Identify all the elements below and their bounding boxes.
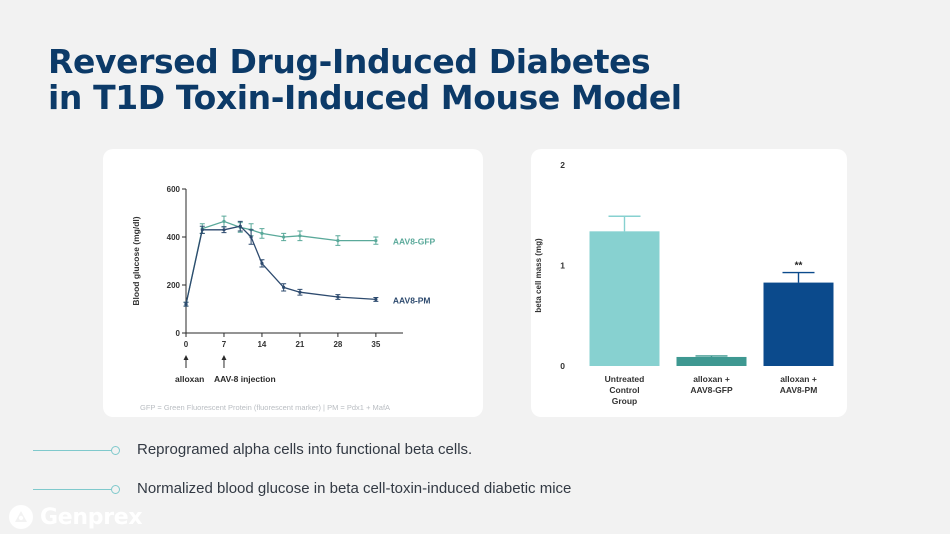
data-point <box>282 285 286 289</box>
brand-logo: Genprex <box>6 503 146 531</box>
y-tick-label: 1 <box>560 261 565 271</box>
bullet-line <box>33 489 113 490</box>
bullet-item: Reprogramed alpha cells into functional … <box>0 441 620 461</box>
data-point <box>200 228 204 232</box>
y-tick-label: 200 <box>167 281 181 290</box>
bullet-line <box>33 450 113 451</box>
x-tick-label: 0 <box>184 340 189 349</box>
category-label: Control <box>609 385 639 395</box>
bar-2 <box>676 356 747 366</box>
series-line-2 <box>185 225 376 305</box>
y-tick-label: 0 <box>560 361 565 371</box>
category-label: Untreated <box>605 374 645 384</box>
data-point <box>222 228 226 232</box>
annotation-arrow-head <box>183 355 189 360</box>
y-tick-label: 2 <box>560 160 565 170</box>
y-axis-label: beta cell mass (mg) <box>534 238 543 313</box>
logo-mark-icon <box>9 505 33 529</box>
x-tick-label: 14 <box>257 340 266 349</box>
brand-name: Genprex <box>40 505 143 530</box>
annotation-arrow-head <box>221 355 227 360</box>
blood-glucose-line-chart: 0 200 400 600 0 7 14 21 28 35 Blood glucose (mg/dl… <box>131 185 436 412</box>
beta-cell-chart-card: 0 1 2 beta cell mass (mg) Untreated Control Gr… <box>531 149 847 417</box>
glucose-chart-card: 0 200 400 600 0 7 14 21 28 35 Blood glucose (mg/dl… <box>103 149 483 417</box>
chart-footnote: GFP = Green Fluorescent Protein (fluores… <box>140 403 390 412</box>
bar-3 <box>763 282 834 366</box>
category-label: Group <box>612 396 638 406</box>
annotation-label: alloxan <box>175 374 204 384</box>
bullet-item: Normalized blood glucose in beta cell-to… <box>0 480 620 500</box>
y-tick-label: 0 <box>176 329 181 338</box>
x-tick-label: 21 <box>295 340 304 349</box>
error-bar <box>608 215 641 232</box>
data-point <box>222 219 226 223</box>
bullet-text: Normalized blood glucose in beta cell-to… <box>137 480 572 497</box>
y-tick-label: 400 <box>167 233 181 242</box>
title-line-2: in T1D Toxin-Induced Mouse Model <box>48 78 682 117</box>
data-point <box>249 235 253 239</box>
y-axis-label: Blood glucose (mg/dl) <box>131 216 141 305</box>
x-tick-label: 7 <box>222 340 227 349</box>
bullet-text: Reprogramed alpha cells into functional … <box>137 441 473 458</box>
bar-1 <box>589 231 660 366</box>
series-label: AAV8-PM <box>393 295 431 305</box>
data-point <box>298 234 302 238</box>
category-label: alloxan + <box>780 374 817 384</box>
beta-cell-mass-bar-chart: 0 1 2 beta cell mass (mg) UntreatedControlGr… <box>534 160 834 406</box>
x-tick-label: 28 <box>333 340 342 349</box>
data-point <box>374 239 378 243</box>
data-point <box>184 302 188 306</box>
bullet-dot <box>111 485 120 494</box>
data-point <box>238 224 242 228</box>
title-line-1: Reversed Drug-Induced Diabetes <box>48 42 651 81</box>
x-tick-label: 35 <box>371 340 380 349</box>
data-point <box>374 297 378 301</box>
data-point <box>282 235 286 239</box>
bullet-dot <box>111 446 120 455</box>
y-tick-label: 600 <box>167 185 181 194</box>
data-point <box>298 290 302 294</box>
data-point <box>260 231 264 235</box>
error-bar <box>782 271 815 283</box>
category-label: AAV8-GFP <box>690 385 733 395</box>
data-point <box>260 261 264 265</box>
category-label: alloxan + <box>693 374 730 384</box>
error-bar <box>695 355 728 357</box>
series-label: AAV8-GFP <box>393 237 436 247</box>
significance-marker: ** <box>795 261 803 272</box>
data-point <box>336 239 340 243</box>
series-line-1 <box>185 220 376 305</box>
data-point <box>336 295 340 299</box>
category-label: AAV8-PM <box>780 385 818 395</box>
slide-title: Reversed Drug-Induced Diabetes in T1D To… <box>48 44 682 116</box>
annotation-label: AAV-8 injection <box>214 374 276 384</box>
